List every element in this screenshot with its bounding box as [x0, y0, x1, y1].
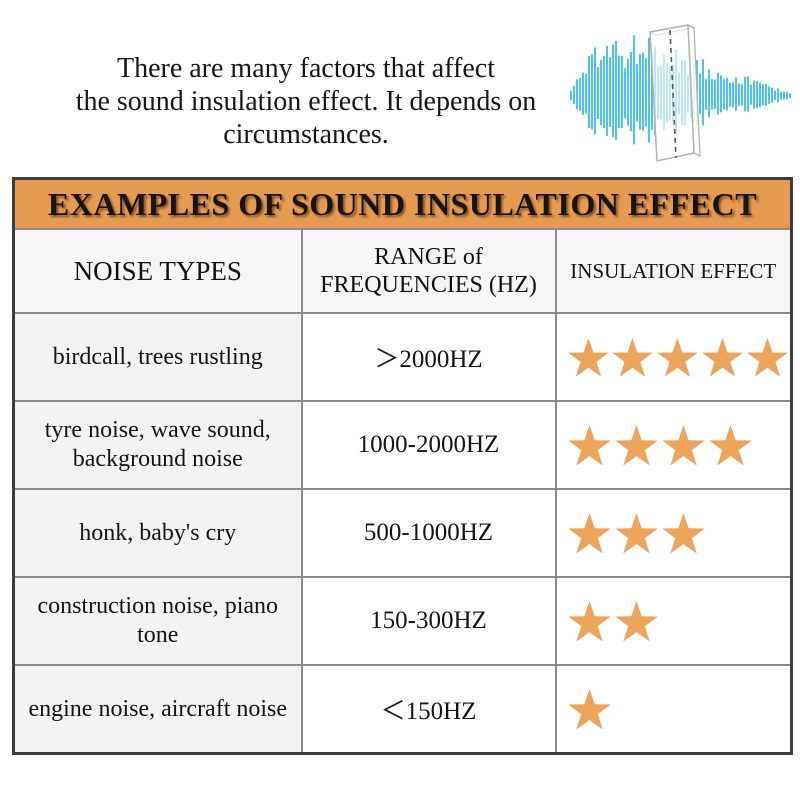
noise-type-cell: tyre noise, wave sound, background noise [12, 400, 303, 490]
frequency-range-cell: 500-1000HZ [300, 488, 557, 578]
noise-type-cell: engine noise, aircraft noise [12, 664, 303, 755]
intro-line-2: the sound insulation effect. It depends … [75, 86, 537, 150]
column-header-noise-types: NOISE TYPES [12, 228, 303, 314]
insulation-effect-cell [554, 400, 793, 490]
star-rating [567, 424, 790, 467]
frequency-range-cell: ＜150HZ [300, 664, 557, 755]
star-icon [657, 337, 699, 377]
table-row: tyre noise, wave sound, background noise… [12, 400, 793, 490]
column-header-frequency-range: RANGE of FREQUENCIES (HZ) [300, 228, 557, 314]
intro-text: There are many factors that affect the s… [0, 52, 612, 151]
column-header-row: NOISE TYPES RANGE of FREQUENCIES (HZ) IN… [12, 228, 793, 314]
star-icon [614, 424, 658, 466]
star-icon [567, 512, 611, 554]
star-icon [708, 424, 752, 466]
insulation-effect-cell [554, 576, 793, 666]
table-title: EXAMPLES OF SOUND INSULATION EFFECT [12, 177, 793, 230]
intro-line-1: There are many factors that affect [116, 53, 496, 84]
table-row: engine noise, aircraft noise ＜150HZ [12, 664, 793, 755]
star-icon [702, 337, 744, 377]
table-row: honk, baby's cry 500-1000HZ [12, 488, 793, 578]
noise-type-cell: construction noise, piano tone [12, 576, 303, 666]
star-icon [567, 337, 609, 377]
star-icon [567, 688, 611, 730]
noise-type-cell: honk, baby's cry [12, 488, 303, 578]
star-rating [567, 688, 790, 731]
title-row: EXAMPLES OF SOUND INSULATION EFFECT [12, 177, 793, 230]
star-rating [567, 512, 790, 555]
sound-wave-through-panel-icon [570, 23, 791, 162]
table-row: construction noise, piano tone 150-300HZ [12, 576, 793, 666]
star-rating [567, 600, 790, 643]
star-icon [614, 512, 658, 554]
insulation-effect-cell [554, 488, 793, 578]
column-header-insulation-effect: INSULATION EFFECT [554, 228, 793, 314]
star-icon [612, 337, 654, 377]
noise-type-cell: birdcall, trees rustling [12, 312, 303, 402]
frequency-range-cell: 150-300HZ [300, 576, 557, 666]
star-icon [661, 512, 705, 554]
frequency-range-cell: 1000-2000HZ [300, 400, 557, 490]
star-icon [567, 424, 611, 466]
star-icon [661, 424, 705, 466]
table-row: birdcall, trees rustling ＞2000HZ [12, 312, 793, 402]
insulation-effect-cell [554, 312, 793, 402]
star-icon [567, 600, 611, 642]
star-rating [567, 336, 790, 379]
sound-insulation-table: EXAMPLES OF SOUND INSULATION EFFECT NOIS… [12, 177, 793, 755]
table-body: birdcall, trees rustling ＞2000HZ tyre nois… [12, 312, 793, 755]
frequency-range-cell: ＞2000HZ [300, 312, 557, 402]
insulation-effect-cell [554, 664, 793, 755]
star-icon [614, 600, 658, 642]
star-icon [747, 337, 788, 377]
